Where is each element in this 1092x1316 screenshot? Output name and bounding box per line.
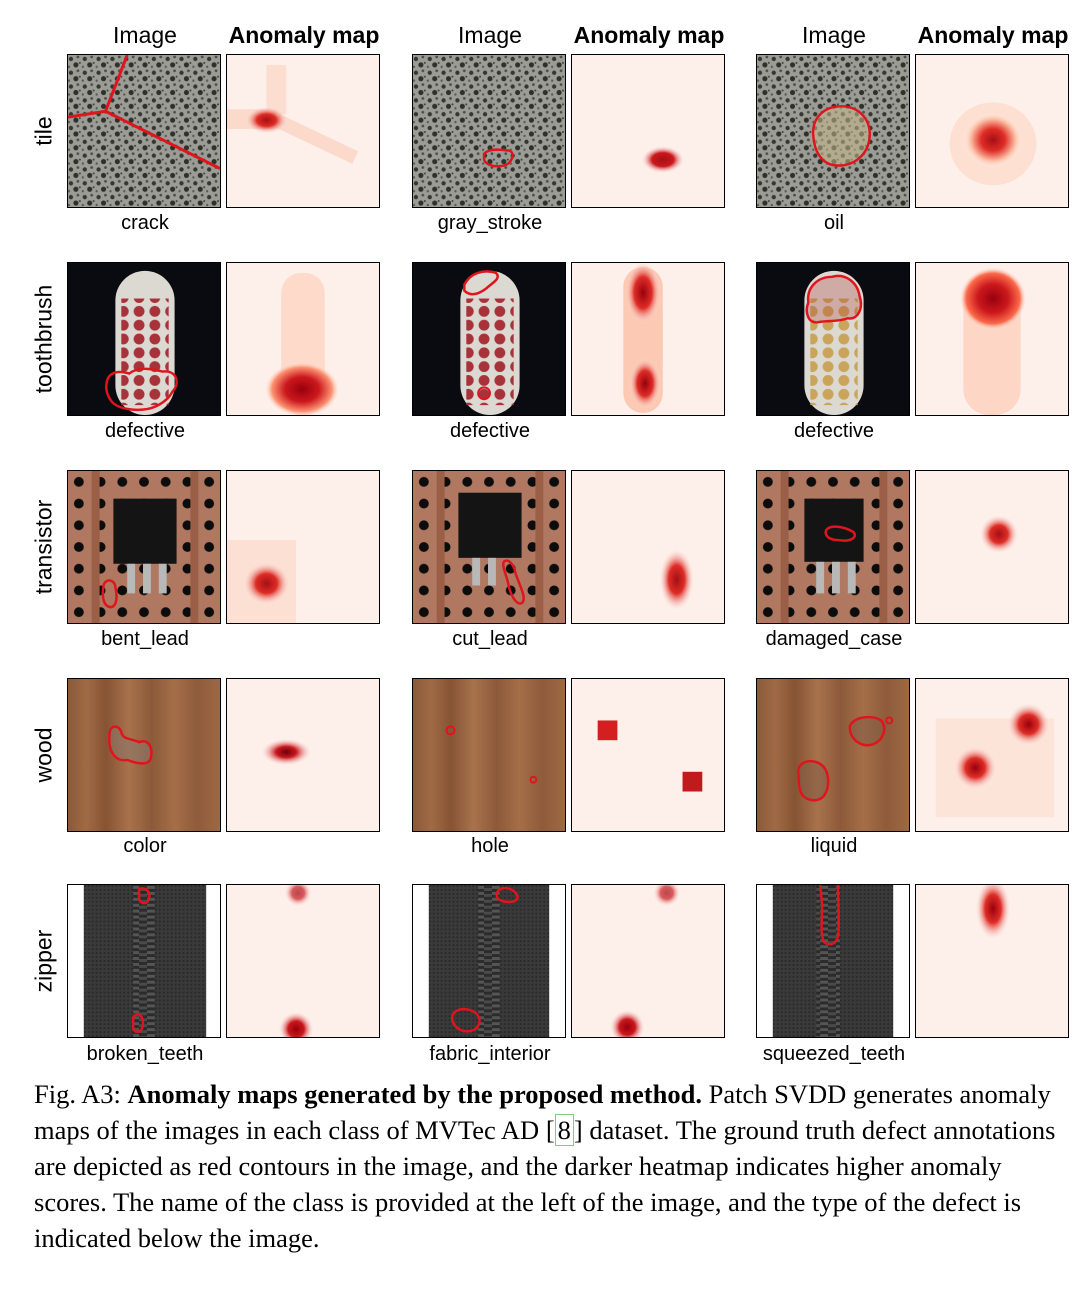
defect-label-toothbrush-3: defective	[793, 420, 875, 442]
class-label-toothbrush: toothbrush	[30, 284, 57, 394]
defect-label-damaged-case: damaged_case	[765, 628, 903, 650]
anomaly-map-zipper-fabric-interior	[571, 884, 725, 1038]
defect-label-hole: hole	[471, 835, 509, 857]
image-tile-gray-stroke	[412, 54, 566, 208]
anomaly-map-zipper-broken-teeth	[226, 884, 380, 1038]
anomaly-map-transistor-bent-lead	[226, 470, 380, 624]
anomaly-map-wood-hole	[571, 678, 725, 832]
image-transistor-damaged-case	[756, 470, 910, 624]
header-anomaly-map-1: Anomaly map	[228, 22, 380, 48]
anomaly-map-transistor-cut-lead	[571, 470, 725, 624]
anomaly-map-tile-crack	[226, 54, 380, 208]
defect-label-liquid: liquid	[810, 835, 858, 857]
defect-label-gray-stroke: gray_stroke	[437, 212, 543, 234]
caption-title: Anomaly maps generated by the proposed m…	[127, 1079, 702, 1109]
header-image-1: Image	[113, 22, 177, 48]
anomaly-map-wood-color	[226, 678, 380, 832]
anomaly-map-toothbrush-2	[571, 262, 725, 416]
image-tile-crack	[67, 54, 221, 208]
anomaly-map-wood-liquid	[915, 678, 1069, 832]
class-label-zipper: zipper	[30, 929, 57, 993]
defect-label-toothbrush-1: defective	[104, 420, 186, 442]
image-transistor-cut-lead	[412, 470, 566, 624]
defect-label-color: color	[123, 835, 167, 857]
caption-text-2: dataset. The ground truth defect annotat…	[34, 1115, 1056, 1253]
defect-label-bent-lead: bent_lead	[101, 628, 189, 650]
image-zipper-broken-teeth	[67, 884, 221, 1038]
header-image-3: Image	[802, 22, 866, 48]
image-wood-color	[67, 678, 221, 832]
image-toothbrush-3	[756, 262, 910, 416]
defect-label-broken-teeth: broken_teeth	[86, 1043, 204, 1065]
class-label-transistor: transistor	[30, 499, 57, 595]
anomaly-map-toothbrush-1	[226, 262, 380, 416]
image-zipper-fabric-interior	[412, 884, 566, 1038]
defect-label-cut-lead: cut_lead	[452, 628, 528, 650]
anomaly-map-transistor-damaged-case	[915, 470, 1069, 624]
defect-label-toothbrush-2: defective	[449, 420, 531, 442]
header-anomaly-map-2: Anomaly map	[573, 22, 725, 48]
image-zipper-squeezed-teeth	[756, 884, 910, 1038]
anomaly-map-toothbrush-3	[915, 262, 1069, 416]
image-toothbrush-1	[67, 262, 221, 416]
caption-text-1: Patch SVDD generates anomaly maps of the…	[34, 1079, 1051, 1145]
defect-label-oil: oil	[823, 212, 844, 234]
anomaly-map-tile-oil	[915, 54, 1069, 208]
image-toothbrush-2	[412, 262, 566, 416]
defect-label-crack: crack	[121, 212, 169, 234]
image-wood-hole	[412, 678, 566, 832]
anomaly-map-zipper-squeezed-teeth	[915, 884, 1069, 1038]
image-tile-oil	[756, 54, 910, 208]
defect-label-squeezed-teeth: squeezed_teeth	[762, 1043, 906, 1065]
class-label-tile: tile	[30, 116, 57, 146]
class-label-wood: wood	[30, 727, 57, 783]
defect-label-fabric-interior: fabric_interior	[429, 1043, 551, 1065]
image-wood-liquid	[756, 678, 910, 832]
header-anomaly-map-3: Anomaly map	[917, 22, 1069, 48]
citation-link[interactable]: 8	[554, 1114, 574, 1146]
header-image-2: Image	[458, 22, 522, 48]
image-transistor-bent-lead	[67, 470, 221, 624]
anomaly-map-tile-gray-stroke	[571, 54, 725, 208]
figure-caption: Fig. A3: Anomaly maps generated by the p…	[34, 1079, 1056, 1253]
caption-prefix: Fig. A3:	[34, 1079, 128, 1109]
